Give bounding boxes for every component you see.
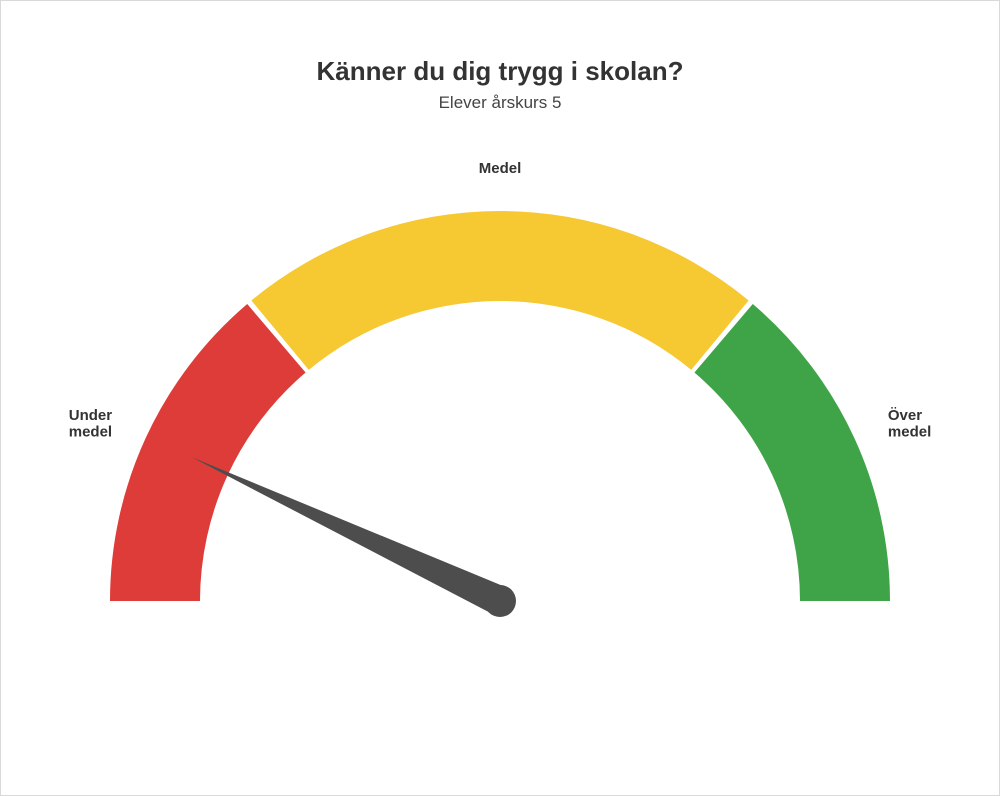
gauge-label-1: Medel [479, 160, 522, 177]
gauge-needle-pivot [484, 585, 516, 617]
gauge-segment-0 [110, 304, 306, 601]
chart-title: Känner du dig trygg i skolan? [1, 56, 999, 87]
gauge-svg: Undermedel Medel Övermedel [32, 131, 968, 661]
gauge-needle [192, 457, 506, 614]
chart-frame: Känner du dig trygg i skolan? Elever års… [0, 0, 1000, 796]
gauge-segment-2 [694, 304, 890, 601]
gauge-label-2: Övermedel [888, 407, 931, 441]
gauge-label-0: Undermedel [69, 407, 113, 441]
chart-subtitle: Elever årskurs 5 [1, 93, 999, 113]
gauge-segment-1 [251, 211, 748, 370]
gauge-chart: Undermedel Medel Övermedel [1, 131, 999, 661]
